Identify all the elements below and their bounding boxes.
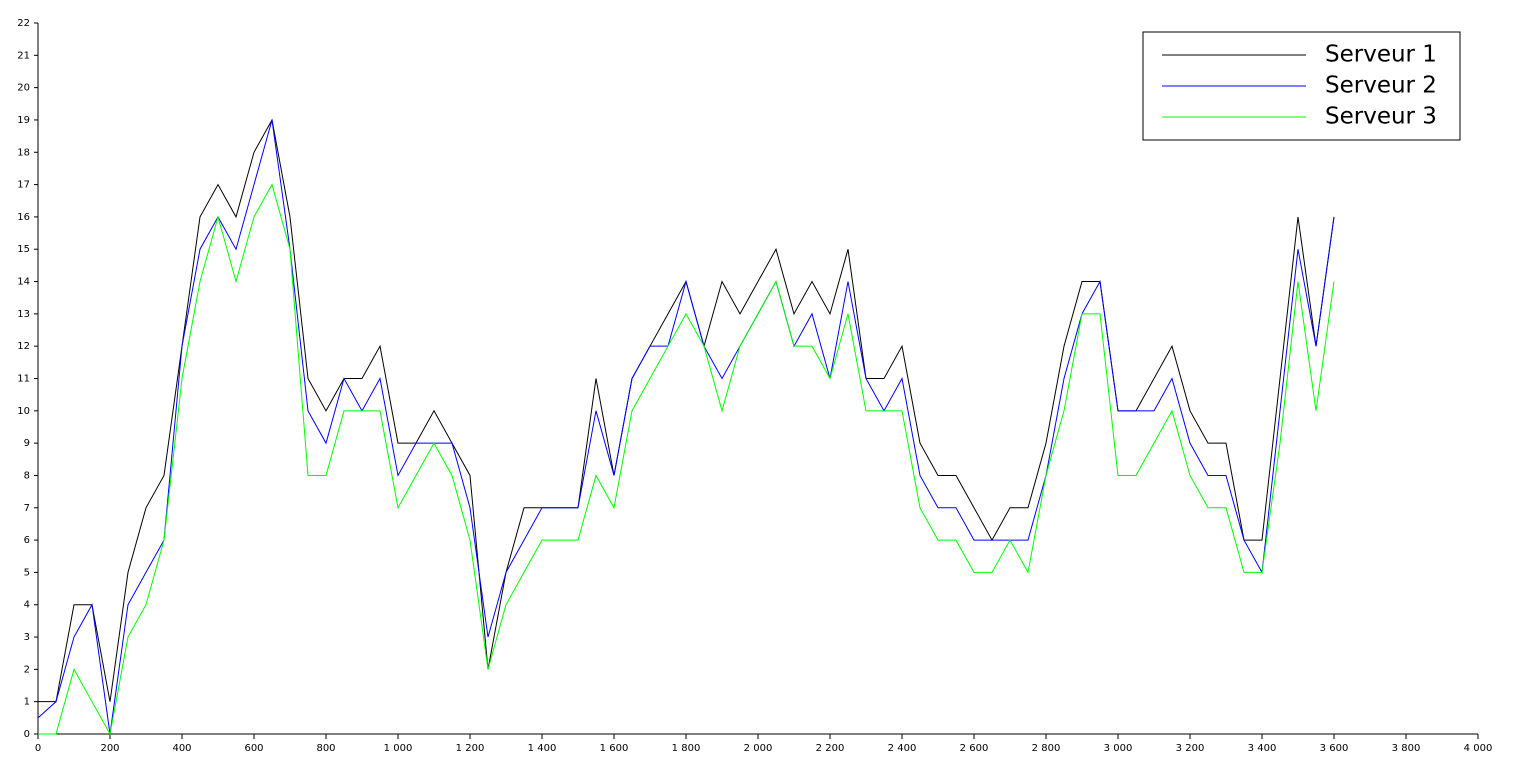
y-tick-label: 15 — [17, 244, 30, 255]
series-line — [38, 183, 1335, 736]
x-tick-label: 3 200 — [1176, 743, 1205, 754]
x-tick-label: 0 — [35, 743, 41, 754]
y-tick-label: 8 — [24, 470, 30, 481]
y-tick-label: 13 — [17, 309, 30, 320]
x-tick-label: 200 — [100, 743, 119, 754]
x-tick-label: 2 600 — [960, 743, 989, 754]
y-tick-label: 16 — [17, 212, 30, 223]
y-tick-label: 4 — [24, 600, 30, 611]
y-tick-label: 10 — [17, 406, 30, 417]
y-tick-label: 18 — [17, 147, 30, 158]
x-tick-label: 1 200 — [456, 743, 485, 754]
y-tick-label: 0 — [24, 729, 30, 740]
x-tick-label: 1 600 — [600, 743, 629, 754]
y-tick-label: 14 — [17, 277, 30, 288]
x-tick-label: 400 — [172, 743, 191, 754]
y-tick-label: 20 — [17, 83, 30, 94]
x-tick-label: 2 000 — [744, 743, 773, 754]
y-tick-label: 17 — [17, 180, 30, 191]
legend-label: Serveur 2 — [1325, 73, 1437, 99]
x-tick-label: 2 800 — [1032, 743, 1061, 754]
y-tick-label: 1 — [24, 697, 30, 708]
y-tick-label: 9 — [24, 438, 30, 449]
x-tick-label: 2 400 — [888, 743, 917, 754]
y-tick-label: 12 — [17, 341, 30, 352]
y-tick-label: 3 — [24, 632, 30, 643]
y-tick-label: 7 — [24, 503, 30, 514]
x-tick-label: 3 600 — [1320, 743, 1349, 754]
x-tick-label: 1 000 — [384, 743, 413, 754]
x-tick-label: 4 000 — [1464, 743, 1493, 754]
x-tick-label: 1 400 — [528, 743, 557, 754]
y-tick-label: 5 — [24, 567, 30, 578]
x-tick-label: 600 — [244, 743, 263, 754]
y-tick-label: 22 — [17, 18, 30, 29]
legend-label: Serveur 1 — [1325, 42, 1437, 68]
legend-label: Serveur 3 — [1325, 104, 1437, 130]
x-tick-label: 3 800 — [1392, 743, 1421, 754]
y-tick-label: 21 — [17, 50, 30, 61]
series-line — [37, 119, 1335, 735]
x-tick-label: 3 000 — [1104, 743, 1133, 754]
x-tick-label: 3 400 — [1248, 743, 1277, 754]
x-tick-label: 1 800 — [672, 743, 701, 754]
y-tick-label: 6 — [24, 535, 30, 546]
x-tick-label: 800 — [316, 743, 335, 754]
y-tick-label: 2 — [24, 664, 30, 675]
x-tick-label: 2 200 — [816, 743, 845, 754]
y-tick-label: 19 — [17, 115, 30, 126]
y-tick-label: 11 — [17, 374, 30, 385]
